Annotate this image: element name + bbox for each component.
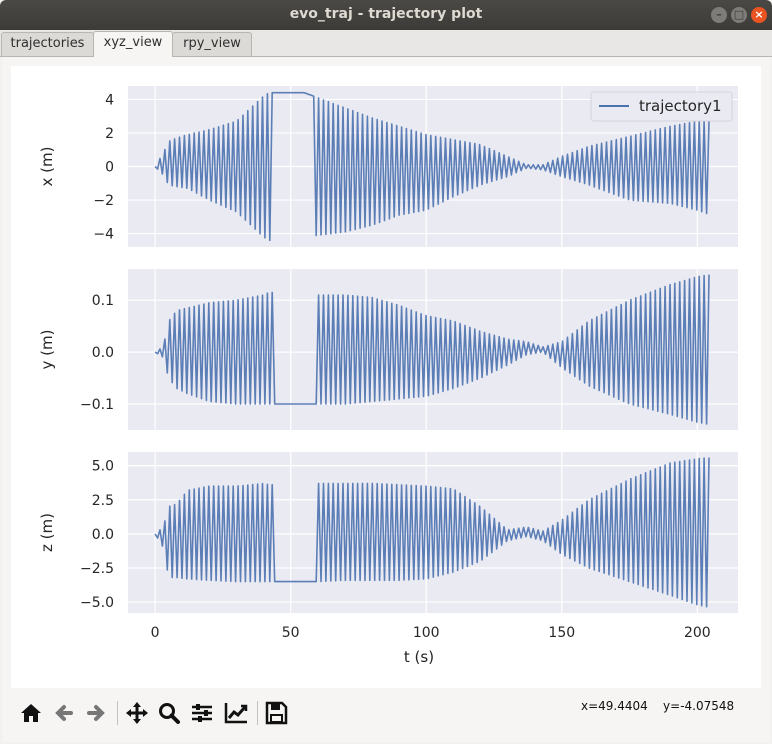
zoom-icon[interactable] — [154, 697, 184, 729]
tab-xyz-view[interactable]: xyz_view — [93, 31, 173, 57]
figure-canvas[interactable]: 4 2 0 −2 −4 x (m) trajectory1 0.1 0.0 −0.1 y (m) 5.… — [11, 66, 761, 688]
tab-rpy-view[interactable]: rpy_view — [172, 32, 252, 56]
x-tick-label: 0 — [151, 625, 160, 641]
trajectory-line — [154, 274, 710, 425]
tab-bar: trajectories xyz_view rpy_view — [0, 30, 772, 57]
trajectory-line — [154, 91, 710, 242]
subplots-config-icon[interactable] — [187, 697, 217, 729]
edit-axes-icon[interactable] — [221, 697, 251, 729]
x-tick-label: 50 — [282, 625, 300, 641]
home-icon[interactable] — [16, 697, 46, 729]
legend-frame — [590, 91, 733, 122]
x-tick-label: 200 — [684, 625, 711, 641]
legend-label: trajectory1 — [639, 97, 722, 115]
y-tick-label: −2 — [93, 193, 114, 209]
minimize-icon[interactable]: – — [711, 7, 727, 23]
x-axis-label: t (s) — [404, 648, 434, 666]
x-readout: x=49.4404 — [581, 699, 648, 713]
y-readout: y=-4.07548 — [663, 699, 735, 713]
title-bar[interactable]: evo_traj - trajectory plot – □ × — [0, 0, 772, 30]
subplot-z[interactable]: 5.0 2.5 0.0 −2.5 −5.0 z (m) 0 50 100 150 200 t (s) — [38, 452, 738, 666]
plot-toolbar — [14, 697, 314, 731]
y-tick-label: 5.0 — [92, 459, 114, 475]
back-arrow-icon[interactable] — [49, 697, 79, 729]
maximize-icon[interactable]: □ — [731, 7, 747, 23]
forward-arrow-icon[interactable] — [81, 697, 111, 729]
y-axis-label: y (m) — [38, 330, 56, 370]
y-tick-label: 0.1 — [92, 293, 114, 309]
y-tick-label: 0 — [105, 160, 114, 176]
window-title: evo_traj - trajectory plot — [289, 6, 483, 22]
toolbar-separator — [117, 701, 118, 725]
y-tick-label: −2.5 — [80, 561, 114, 577]
save-icon[interactable] — [261, 697, 291, 729]
pan-icon[interactable] — [122, 697, 152, 729]
subplot-y[interactable]: 0.1 0.0 −0.1 y (m) — [38, 269, 738, 430]
subplot-x[interactable]: 4 2 0 −2 −4 x (m) trajectory1 — [38, 86, 738, 247]
toolbar-separator — [257, 701, 258, 725]
trajectory-line — [154, 457, 710, 608]
y-axis-label: z (m) — [38, 513, 56, 552]
y-tick-label: −4 — [93, 227, 114, 243]
x-tick-label: 150 — [548, 625, 575, 641]
y-axis-label: x (m) — [38, 147, 56, 187]
y-tick-label: 2.5 — [92, 493, 114, 509]
y-tick-label: 0.0 — [92, 345, 114, 361]
y-tick-label: −5.0 — [80, 595, 114, 611]
tab-trajectories[interactable]: trajectories — [1, 32, 94, 56]
legend: trajectory1 — [590, 91, 733, 122]
y-tick-label: −0.1 — [80, 397, 114, 413]
y-tick-label: 4 — [105, 92, 114, 108]
cursor-coordinates: x=49.4404 y=-4.07548 — [581, 699, 734, 713]
y-tick-label: 2 — [105, 126, 114, 142]
x-tick-label: 100 — [413, 625, 440, 641]
y-tick-label: 0.0 — [92, 527, 114, 543]
close-icon[interactable]: × — [751, 7, 767, 23]
